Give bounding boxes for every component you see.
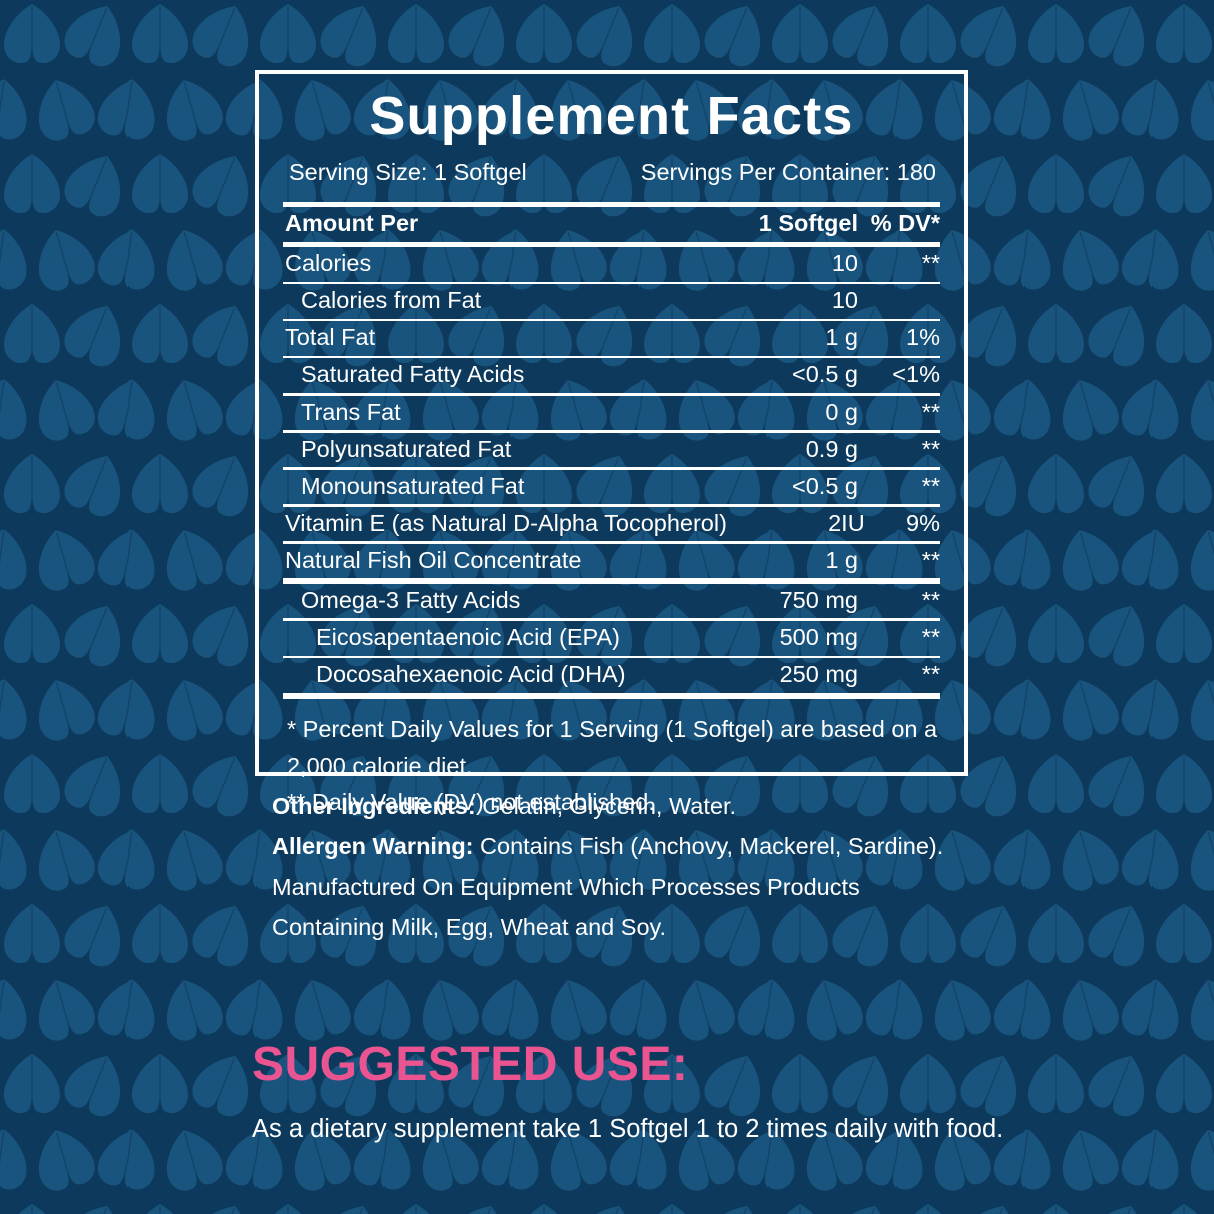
row-nutrient-name: Calories — [285, 250, 372, 277]
other-ingredients-line: Other Ingredients: Gelatin, Glycerin, Wa… — [272, 786, 962, 826]
allergen-warning-label: Allergen Warning: — [272, 833, 474, 860]
table-header-row: Amount Per 1 Softgel % DV* — [283, 207, 940, 242]
row-amount-value: 250 mg — [779, 661, 858, 688]
row-daily-value: ** — [921, 661, 940, 688]
header-amount-per: Amount Per — [285, 210, 419, 237]
header-serving-column: 1 Softgel — [758, 210, 858, 237]
table-row: Calories 10 ** — [283, 247, 940, 282]
suggested-use-heading: SUGGESTED USE: — [252, 1038, 689, 1091]
servings-per-container-label: Servings Per Container: 180 — [640, 158, 936, 185]
row-amount-value: <0.5 g — [792, 361, 858, 388]
table-row: Eicosapentaenoic Acid (EPA) 500 mg ** — [283, 621, 940, 656]
row-amount-value: 10 — [831, 287, 858, 314]
row-nutrient-name: Docosahexaenoic Acid (DHA) — [316, 661, 626, 688]
row-nutrient-name: Polyunsaturated Fat — [301, 435, 512, 462]
row-amount-value: <0.5 g — [792, 472, 858, 499]
row-daily-value: ** — [921, 250, 940, 277]
table-row: Natural Fish Oil Concentrate 1 g ** — [283, 544, 940, 579]
row-daily-value: ** — [921, 435, 940, 462]
row-nutrient-name: Monounsaturated Fat — [301, 472, 525, 499]
supplement-facts-panel: Supplement Facts Serving Size: 1 Softgel… — [255, 70, 968, 815]
other-ingredients-label: Other Ingredients: — [272, 793, 476, 819]
row-daily-value: ** — [921, 472, 940, 499]
other-ingredients-text: Gelatin, Glycerin, Water. — [475, 793, 737, 819]
row-daily-value: <1% — [892, 361, 940, 388]
row-nutrient-name: Natural Fish Oil Concentrate — [285, 546, 582, 573]
row-daily-value: 9% — [906, 509, 940, 536]
row-amount-value: 0 g — [825, 398, 858, 425]
suggested-use-text: As a dietary supplement take 1 Softgel 1… — [252, 1115, 1004, 1143]
table-row: Docosahexaenoic Acid (DHA) 250 mg ** — [283, 658, 940, 693]
row-daily-value: ** — [921, 398, 940, 425]
row-amount-value: 1 g — [825, 324, 858, 351]
serving-info-row: Serving Size: 1 Softgel Servings Per Con… — [283, 159, 940, 186]
row-daily-value: ** — [921, 586, 940, 613]
row-daily-value: ** — [921, 546, 940, 573]
table-row: Calories from Fat 10 — [283, 284, 940, 319]
row-nutrient-name: Omega-3 Fatty Acids — [301, 586, 521, 613]
row-daily-value: ** — [921, 624, 940, 651]
table-row: Vitamin E (as Natural D-Alpha Tocopherol… — [283, 507, 940, 542]
table-row: Omega-3 Fatty Acids 750 mg ** — [283, 584, 940, 619]
footnote: * Percent Daily Values for 1 Serving (1 … — [287, 715, 938, 779]
panel-title: Supplement Facts — [369, 86, 854, 146]
table-row: Polyunsaturated Fat 0.9 g ** — [283, 433, 940, 468]
row-nutrient-name: Calories from Fat — [301, 287, 482, 314]
table-row: Saturated Fatty Acids <0.5 g <1% — [283, 358, 940, 393]
allergen-warning-line: Allergen Warning: Contains Fish (Anchovy… — [272, 826, 962, 947]
table-row: Trans Fat 0 g ** — [283, 396, 940, 431]
row-nutrient-name: Saturated Fatty Acids — [301, 361, 525, 388]
serving-size-label: Serving Size: 1 Softgel — [289, 158, 527, 185]
ingredients-block: Other Ingredients: Gelatin, Glycerin, Wa… — [272, 786, 962, 948]
row-amount-value: 2IU — [828, 509, 865, 536]
row-amount-value: 0.9 g — [805, 435, 858, 462]
row-nutrient-name: Total Fat — [285, 324, 376, 351]
row-nutrient-name: Eicosapentaenoic Acid (EPA) — [316, 624, 620, 651]
row-amount-value: 1 g — [825, 546, 858, 573]
header-dv-column: % DV* — [870, 210, 940, 237]
table-row: Total Fat 1 g 1% — [283, 321, 940, 356]
table-row: Monounsaturated Fat <0.5 g ** — [283, 470, 940, 505]
row-amount-value: 750 mg — [779, 586, 858, 613]
row-nutrient-name: Trans Fat — [301, 398, 401, 425]
row-amount-value: 10 — [831, 250, 858, 277]
row-daily-value: 1% — [906, 324, 940, 351]
row-amount-value: 500 mg — [779, 624, 858, 651]
nutrient-table: Calories 10 ** Calories from Fat 10 Total Fat… — [283, 247, 940, 699]
row-nutrient-name: Vitamin E (as Natural D-Alpha Tocopherol… — [285, 509, 727, 536]
